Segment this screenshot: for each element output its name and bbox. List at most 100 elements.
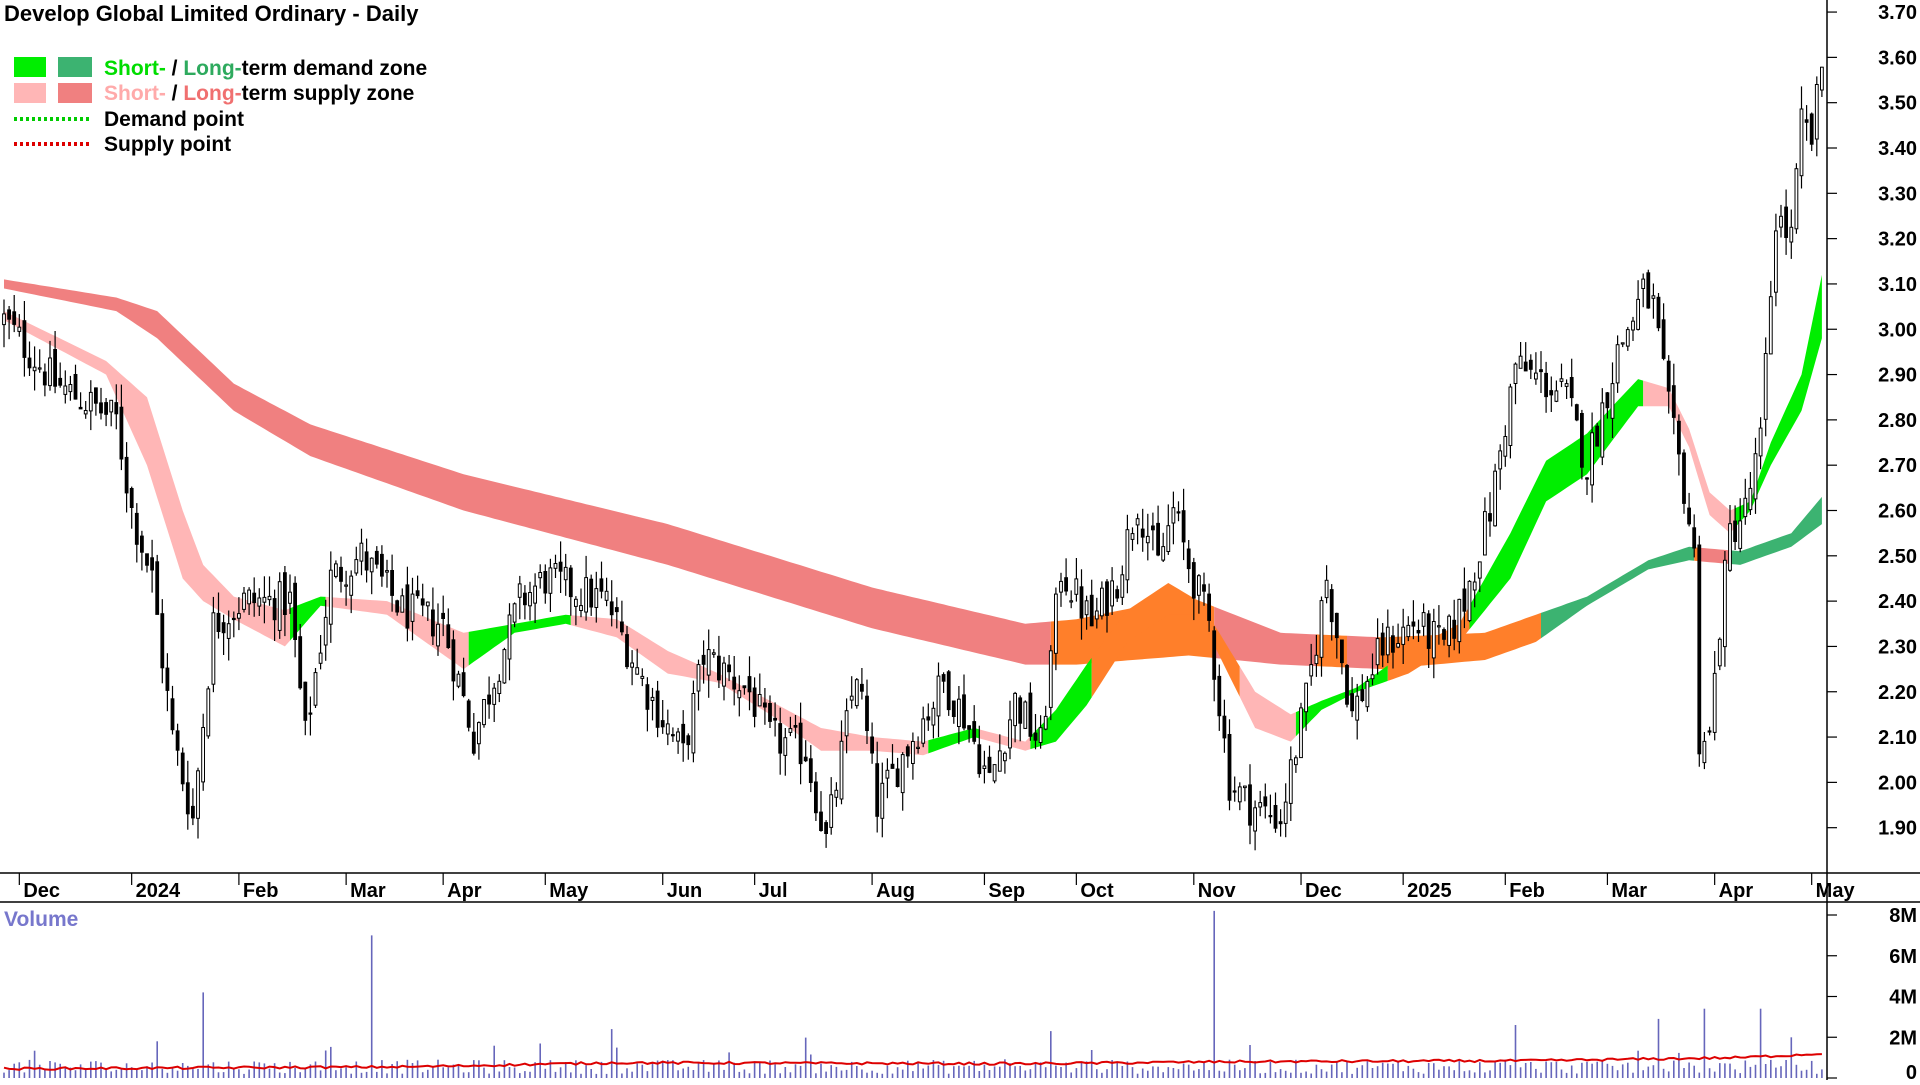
candle xyxy=(757,673,762,707)
long-term-zone-segment xyxy=(1347,635,1378,669)
candle xyxy=(247,587,251,615)
candle xyxy=(594,571,599,623)
candle-body xyxy=(303,681,308,721)
candle-body xyxy=(1472,581,1477,591)
candle-body xyxy=(1794,168,1799,230)
candle xyxy=(170,685,175,735)
candle-body xyxy=(328,569,333,625)
candle xyxy=(1498,444,1503,490)
candle-body xyxy=(1370,674,1375,680)
candle-body xyxy=(941,674,946,682)
candle-body xyxy=(7,309,11,320)
candle xyxy=(37,349,42,373)
candle xyxy=(124,442,129,513)
candle xyxy=(277,572,282,639)
candle-body xyxy=(1130,533,1135,540)
candle xyxy=(1421,603,1426,637)
candle-body xyxy=(1687,507,1691,525)
short-term-zone-segment xyxy=(468,614,571,666)
candle-body xyxy=(27,357,32,369)
candle-body xyxy=(1508,386,1513,446)
candle xyxy=(921,706,926,748)
candle-body xyxy=(1094,610,1099,620)
candle xyxy=(303,681,308,736)
candle xyxy=(599,561,604,599)
candle-body xyxy=(1018,697,1023,724)
candle-body xyxy=(1503,436,1508,457)
candle xyxy=(1437,605,1441,645)
candle-body xyxy=(1243,785,1247,789)
candle xyxy=(1314,634,1319,677)
candle-body xyxy=(390,570,395,596)
candle xyxy=(957,686,961,745)
candle xyxy=(614,597,619,629)
candle-body xyxy=(451,639,456,682)
candle-body xyxy=(1355,695,1360,721)
candle xyxy=(1110,567,1114,615)
candle xyxy=(1013,691,1018,743)
candle xyxy=(471,713,476,756)
candle xyxy=(344,570,349,606)
candle xyxy=(1089,579,1094,627)
candle xyxy=(83,401,88,419)
candle xyxy=(1467,580,1472,623)
candle-body xyxy=(1768,296,1773,355)
candle-body xyxy=(58,377,63,386)
candle-body xyxy=(1258,802,1263,808)
candle-body xyxy=(614,607,619,613)
candle-body xyxy=(650,696,655,702)
candle-body xyxy=(165,667,170,691)
candle-body xyxy=(507,614,512,660)
time-tick-label: Sep xyxy=(988,880,1025,902)
candle-body xyxy=(1115,589,1120,599)
candle-body xyxy=(134,512,139,545)
candle xyxy=(1528,354,1533,379)
candle xyxy=(17,314,22,337)
price-tick-label: 1.90 xyxy=(1878,818,1917,840)
candle xyxy=(1391,625,1395,669)
candle xyxy=(298,624,303,690)
candle-body xyxy=(1268,815,1273,818)
short-term-zone-segment xyxy=(570,615,929,756)
candle-body xyxy=(1013,692,1018,727)
candle xyxy=(1186,540,1191,583)
candle-body xyxy=(175,730,180,751)
candle-body xyxy=(701,654,706,665)
candle xyxy=(180,747,185,792)
short-term-zone-segment xyxy=(979,729,1031,751)
candle-body xyxy=(977,744,982,775)
candle xyxy=(140,530,144,571)
candle-body xyxy=(609,601,614,616)
candle xyxy=(456,670,461,689)
candle xyxy=(558,541,563,593)
candle xyxy=(630,650,635,686)
candle-body xyxy=(665,723,670,735)
candle xyxy=(1569,358,1574,407)
candle-body xyxy=(1763,353,1768,420)
candle xyxy=(1294,755,1298,773)
candle xyxy=(390,554,395,612)
candle xyxy=(237,597,241,631)
candle-body xyxy=(1360,689,1365,702)
candle-body xyxy=(242,592,246,610)
candle-body xyxy=(1610,383,1615,419)
candle xyxy=(1671,363,1676,435)
candle xyxy=(1120,565,1125,605)
candle-body xyxy=(288,591,292,604)
candle-body xyxy=(359,542,364,562)
candle xyxy=(635,648,640,675)
candle xyxy=(42,363,47,397)
candle xyxy=(1763,337,1768,437)
candle-body xyxy=(946,671,951,711)
candle xyxy=(962,674,966,731)
candle xyxy=(941,672,946,693)
candle xyxy=(1692,514,1697,558)
candle-body xyxy=(1534,372,1538,380)
candle xyxy=(58,362,63,388)
candle xyxy=(548,558,553,612)
candle xyxy=(650,687,655,721)
candle xyxy=(936,662,941,738)
candle xyxy=(1048,645,1053,721)
candle xyxy=(834,782,839,807)
candle xyxy=(104,398,108,427)
